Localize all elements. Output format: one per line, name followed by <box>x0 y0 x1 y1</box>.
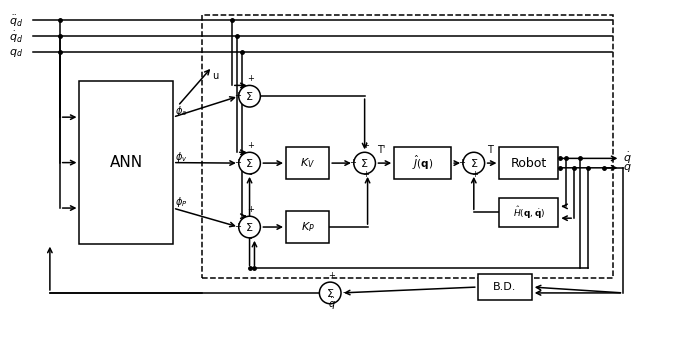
Text: $K_P$: $K_P$ <box>301 220 314 234</box>
Text: $q$: $q$ <box>623 162 632 174</box>
Text: $\hat{J}(\mathbf{q})$: $\hat{J}(\mathbf{q})$ <box>412 154 434 172</box>
Bar <box>499 147 558 179</box>
Circle shape <box>463 152 484 174</box>
Bar <box>477 274 532 300</box>
Text: +: + <box>247 141 254 150</box>
Bar <box>202 15 614 278</box>
Bar <box>394 147 451 179</box>
Text: +: + <box>327 271 335 280</box>
Text: -: - <box>343 287 347 297</box>
Text: $\dot{q}$: $\dot{q}$ <box>623 151 632 166</box>
Text: $\dot{q}_d$: $\dot{q}_d$ <box>9 29 23 45</box>
Text: +: + <box>234 91 240 100</box>
Text: $q_d$: $q_d$ <box>9 47 23 59</box>
Text: +: + <box>458 158 465 167</box>
Text: u: u <box>212 72 219 81</box>
Text: Robot: Robot <box>511 156 547 170</box>
Text: $\Sigma$: $\Sigma$ <box>245 221 253 233</box>
Text: ANN: ANN <box>110 155 142 170</box>
Text: $\ddot{q}$: $\ddot{q}$ <box>328 296 336 312</box>
Circle shape <box>354 152 375 174</box>
Text: $\Sigma$: $\Sigma$ <box>326 287 334 299</box>
Text: +: + <box>362 141 369 150</box>
Text: +: + <box>362 170 369 179</box>
Bar <box>499 197 558 227</box>
Text: +: + <box>471 170 478 179</box>
Text: $\phi_P$: $\phi_P$ <box>175 195 187 209</box>
Bar <box>286 211 329 243</box>
Circle shape <box>319 282 341 304</box>
Circle shape <box>239 152 260 174</box>
Text: $\Sigma$: $\Sigma$ <box>360 157 369 169</box>
Text: -: - <box>249 169 252 179</box>
Text: $\Sigma$: $\Sigma$ <box>245 157 253 169</box>
Text: -: - <box>249 233 252 243</box>
Text: T: T <box>486 145 493 155</box>
Text: B.D.: B.D. <box>493 282 516 292</box>
Text: $\ddot{q}_d$: $\ddot{q}_d$ <box>9 14 23 29</box>
Text: T': T' <box>377 145 386 155</box>
Text: $\phi_a$: $\phi_a$ <box>175 104 187 118</box>
Text: +: + <box>234 158 240 167</box>
Circle shape <box>239 86 260 107</box>
Text: +: + <box>247 205 254 214</box>
Text: $\Sigma$: $\Sigma$ <box>245 90 253 102</box>
Bar <box>79 81 173 244</box>
Text: $\Sigma$: $\Sigma$ <box>470 157 478 169</box>
Circle shape <box>239 216 260 238</box>
Text: $K_V$: $K_V$ <box>300 156 315 170</box>
Text: +: + <box>234 222 240 231</box>
Bar <box>286 147 329 179</box>
Text: $\phi_v$: $\phi_v$ <box>175 150 187 164</box>
Text: $\hat{H}(\mathbf{q},\dot{\mathbf{q}})$: $\hat{H}(\mathbf{q},\dot{\mathbf{q}})$ <box>512 204 545 221</box>
Text: +: + <box>349 158 356 167</box>
Text: +: + <box>247 74 254 83</box>
